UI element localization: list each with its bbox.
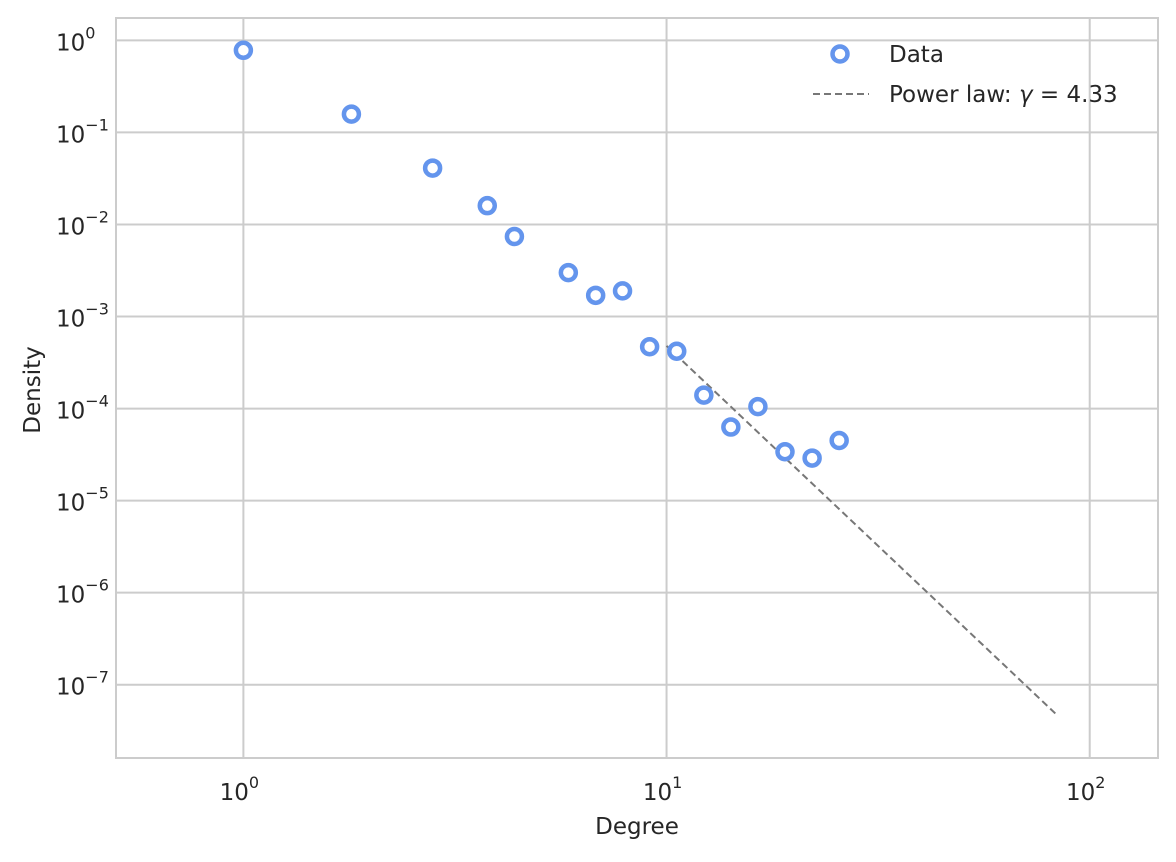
data-point [422,158,443,178]
y-tick-exponent: −2 [85,207,109,226]
x-tick-label: 102 [1066,773,1105,806]
data-point [477,195,498,216]
data-point [829,430,849,451]
grid-lines [116,18,1158,758]
y-tick-exponent: −7 [85,668,109,687]
legend: Data Power law: γ = 4.33 [813,42,1118,108]
y-tick-label: 10−4 [56,392,109,425]
data-point [721,417,741,437]
y-tick-label: 100 [56,23,95,56]
x-tick-exponent: 2 [1095,773,1105,792]
data-point [666,341,687,361]
y-tick-base: 10 [56,214,85,240]
power-law-fit-line [665,345,1057,715]
y-tick-exponent: −1 [85,115,109,134]
y-tick-exponent: −6 [85,576,109,595]
data-point [558,262,579,283]
y-tick-base: 10 [56,122,85,148]
legend-fit-label-prefix: Power law: [889,82,1019,108]
y-tick-base: 10 [56,583,85,609]
y-tick-label: 10−7 [56,668,109,701]
legend-fit-label: Power law: γ = 4.33 [889,82,1118,108]
data-point [694,385,714,405]
y-tick-exponent: −3 [85,300,109,319]
y-tick-base: 10 [56,675,85,701]
y-tick-exponent: 0 [85,23,95,42]
y-tick-label: 10−6 [56,576,109,609]
data-points-layer [233,40,849,468]
y-tick-base: 10 [56,399,85,425]
legend-fit-label-suffix: = 4.33 [1033,82,1118,108]
x-axis-label: Degree [595,814,679,840]
y-tick-base: 10 [56,30,85,56]
y-tick-base: 10 [56,307,85,333]
x-tick-labels: 100 101 102 [220,773,1106,806]
plot-frame [115,17,1159,759]
x-tick-base: 10 [1066,780,1095,806]
x-tick-exponent: 1 [672,773,682,792]
y-tick-label: 10−2 [56,207,109,240]
data-point [585,285,606,306]
x-tick-base: 10 [643,780,672,806]
y-tick-label: 10−5 [56,484,109,517]
data-point [233,40,254,61]
x-tick-exponent: 0 [249,773,259,792]
data-point [504,226,525,247]
legend-data-marker [830,44,850,64]
data-point [341,104,362,124]
x-tick-label: 100 [220,773,259,806]
fit-line-layer [665,345,1057,715]
y-tick-exponent: −4 [85,392,109,411]
legend-data-label: Data [889,42,944,68]
data-point [748,396,768,417]
x-tick-label: 101 [643,773,682,806]
y-axis-label: Density [20,346,46,433]
y-tick-exponent: −5 [85,484,109,503]
x-tick-base: 10 [220,780,249,806]
data-point [802,448,822,468]
y-tick-base: 10 [56,491,85,517]
y-tick-label: 10−1 [56,115,109,148]
data-point [775,441,795,462]
data-point [639,336,660,357]
data-point [612,281,633,301]
legend-fit-label-symbol: γ [1019,82,1034,108]
y-tick-label: 10−3 [56,300,109,333]
